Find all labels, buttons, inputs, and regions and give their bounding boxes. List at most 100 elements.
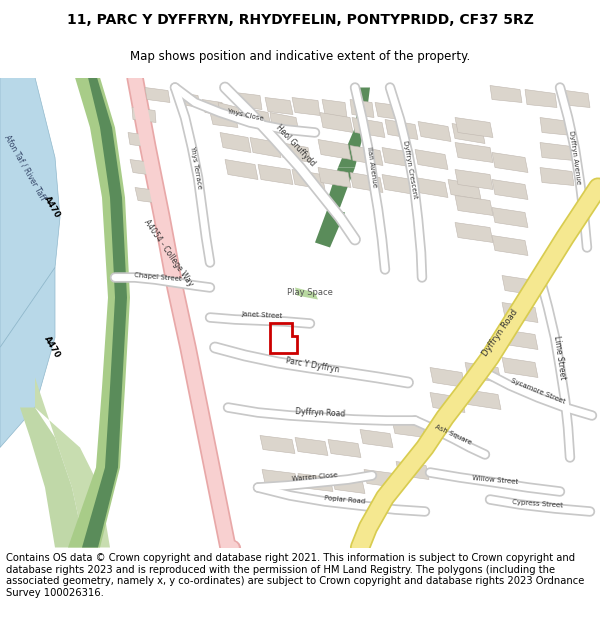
- Polygon shape: [430, 368, 465, 388]
- Polygon shape: [448, 179, 481, 199]
- Polygon shape: [540, 142, 574, 161]
- Polygon shape: [558, 89, 590, 107]
- Polygon shape: [225, 159, 258, 179]
- Polygon shape: [350, 146, 383, 166]
- Polygon shape: [328, 439, 361, 458]
- Polygon shape: [242, 107, 271, 126]
- Polygon shape: [350, 99, 374, 118]
- Polygon shape: [318, 168, 351, 187]
- Text: Poplar Road: Poplar Road: [324, 495, 366, 504]
- Text: Ynys Close: Ynys Close: [226, 107, 264, 121]
- Polygon shape: [210, 112, 238, 128]
- Polygon shape: [364, 469, 397, 488]
- Text: Janet Street: Janet Street: [241, 311, 283, 319]
- Polygon shape: [452, 124, 485, 144]
- Polygon shape: [415, 177, 448, 198]
- Polygon shape: [502, 329, 538, 349]
- Polygon shape: [455, 118, 493, 138]
- Polygon shape: [235, 92, 262, 109]
- Text: A4054 - College Way: A4054 - College Way: [142, 217, 194, 288]
- Polygon shape: [218, 102, 241, 121]
- Polygon shape: [492, 208, 528, 227]
- Polygon shape: [502, 302, 538, 322]
- Polygon shape: [258, 164, 293, 184]
- Polygon shape: [492, 236, 528, 256]
- Polygon shape: [430, 392, 465, 412]
- Polygon shape: [392, 419, 425, 437]
- Polygon shape: [132, 107, 156, 122]
- Polygon shape: [292, 169, 325, 189]
- Text: A470: A470: [42, 195, 62, 220]
- Polygon shape: [465, 389, 501, 409]
- Polygon shape: [35, 378, 110, 548]
- Polygon shape: [298, 474, 333, 491]
- Text: Play Space: Play Space: [287, 288, 333, 297]
- Polygon shape: [396, 461, 429, 479]
- Text: A470: A470: [42, 335, 62, 360]
- Text: Heol Gruffydd: Heol Gruffydd: [274, 123, 316, 168]
- Polygon shape: [455, 169, 493, 189]
- Polygon shape: [415, 149, 448, 169]
- Text: Dyffryn Avenue: Dyffryn Avenue: [568, 130, 582, 185]
- Polygon shape: [145, 88, 170, 103]
- Polygon shape: [540, 168, 574, 186]
- Polygon shape: [455, 222, 493, 243]
- Text: Willow Street: Willow Street: [472, 476, 518, 486]
- Polygon shape: [130, 159, 155, 176]
- Polygon shape: [280, 142, 311, 162]
- Text: Afon Taf / River Taff: Afon Taf / River Taff: [2, 133, 47, 202]
- Text: Dyffryn Road: Dyffryn Road: [481, 308, 520, 358]
- Polygon shape: [382, 148, 415, 168]
- Polygon shape: [0, 268, 55, 448]
- Polygon shape: [220, 132, 251, 152]
- Text: 11, PARC Y DYFFRYN, RHYDYFELIN, PONTYPRIDD, CF37 5RZ: 11, PARC Y DYFFRYN, RHYDYFELIN, PONTYPRI…: [67, 13, 533, 28]
- Text: Ilan Avenue: Ilan Avenue: [366, 147, 378, 188]
- Polygon shape: [418, 121, 451, 141]
- Polygon shape: [325, 168, 355, 208]
- Text: Map shows position and indicative extent of the property.: Map shows position and indicative extent…: [130, 50, 470, 63]
- Polygon shape: [385, 119, 418, 139]
- Polygon shape: [315, 208, 345, 248]
- Polygon shape: [250, 138, 281, 158]
- Polygon shape: [265, 98, 293, 114]
- Polygon shape: [455, 142, 493, 162]
- Polygon shape: [455, 196, 493, 216]
- Polygon shape: [382, 174, 415, 194]
- Polygon shape: [318, 139, 351, 159]
- Text: Warren Close: Warren Close: [292, 472, 338, 482]
- Text: Dyffryn Crescent: Dyffryn Crescent: [402, 140, 418, 199]
- Polygon shape: [260, 436, 295, 454]
- Polygon shape: [502, 357, 538, 377]
- Polygon shape: [68, 78, 130, 548]
- Text: Lime Street: Lime Street: [553, 335, 568, 380]
- Polygon shape: [178, 92, 200, 108]
- Polygon shape: [492, 179, 528, 199]
- Text: Ynys Terrace: Ynys Terrace: [189, 146, 203, 189]
- Polygon shape: [128, 132, 152, 148]
- Polygon shape: [338, 88, 370, 168]
- Polygon shape: [135, 188, 161, 204]
- Polygon shape: [375, 102, 400, 119]
- Text: Contains OS data © Crown copyright and database right 2021. This information is : Contains OS data © Crown copyright and d…: [6, 553, 584, 598]
- Polygon shape: [295, 438, 328, 456]
- Text: Dyffryn Road: Dyffryn Road: [295, 407, 345, 418]
- Polygon shape: [270, 112, 299, 132]
- Polygon shape: [320, 112, 353, 132]
- Polygon shape: [262, 469, 298, 488]
- Text: Ash Square: Ash Square: [434, 423, 472, 446]
- Polygon shape: [322, 99, 347, 118]
- Polygon shape: [0, 78, 60, 348]
- Polygon shape: [490, 86, 522, 102]
- Text: Cypress Street: Cypress Street: [512, 499, 563, 508]
- Polygon shape: [360, 429, 393, 448]
- Polygon shape: [202, 99, 225, 116]
- Polygon shape: [350, 173, 383, 192]
- Polygon shape: [292, 98, 320, 116]
- Polygon shape: [295, 288, 318, 299]
- Polygon shape: [492, 152, 528, 173]
- Polygon shape: [525, 89, 557, 107]
- Polygon shape: [332, 476, 365, 494]
- Polygon shape: [465, 362, 501, 382]
- Polygon shape: [20, 408, 85, 548]
- Text: Chapel Street: Chapel Street: [134, 272, 182, 282]
